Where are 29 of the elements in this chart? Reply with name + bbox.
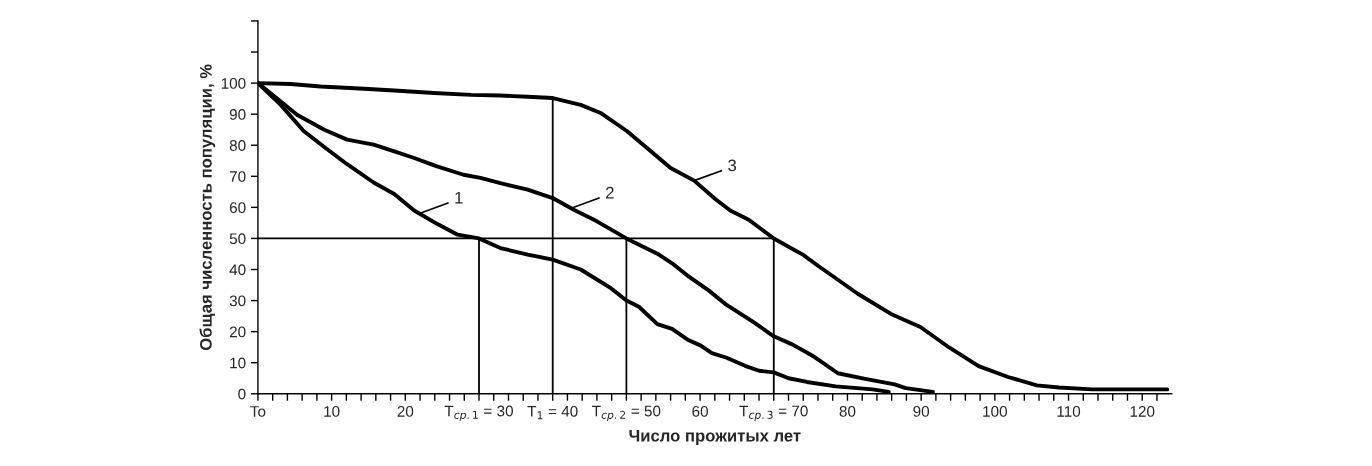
x-tick-label: 80 (839, 405, 856, 417)
y-tick-label: 60 (229, 202, 246, 214)
x-tick-label: T$_{ср.3}$ = 70 (739, 405, 808, 421)
x-tick-label: T$_{ср.1}$ = 30 (444, 405, 513, 421)
y-tick-label: 90 (229, 109, 246, 120)
x-tick-label: 60 (692, 405, 708, 417)
y-tick-label: 0 (238, 388, 246, 400)
y-tick-label: 20 (229, 326, 246, 338)
x-tick-label: 90 (913, 405, 930, 417)
y-tick-label: 70 (229, 171, 246, 182)
x-tick-label: To (250, 406, 266, 417)
x-tick-label: T$_{1}$ = 40 (527, 405, 578, 420)
y-tick-label: 40 (229, 264, 246, 276)
y-tick-label: 80 (229, 140, 246, 151)
y-tick-label: 100 (221, 77, 246, 89)
y-tick-label: 10 (230, 357, 246, 369)
x-tick-label: T$_{ср.2}$ = 50 (592, 405, 661, 421)
x-tick-label: 100 (983, 405, 1007, 417)
annotation: 2 (606, 186, 614, 199)
y-axis-title: Общая численность популяции, % (199, 64, 216, 351)
y-tick-label: 30 (229, 295, 246, 307)
x-tick-label: 110 (1057, 405, 1081, 417)
x-tick-label: 20 (397, 405, 414, 417)
x-tick-label: 10 (324, 405, 340, 417)
x-axis-title: Число прожитых лет (629, 429, 801, 445)
x-tick-label: 120 (1130, 405, 1155, 417)
y-tick-label: 50 (229, 233, 246, 245)
annotation: 3 (728, 159, 737, 172)
annotation: 1 (455, 191, 463, 204)
